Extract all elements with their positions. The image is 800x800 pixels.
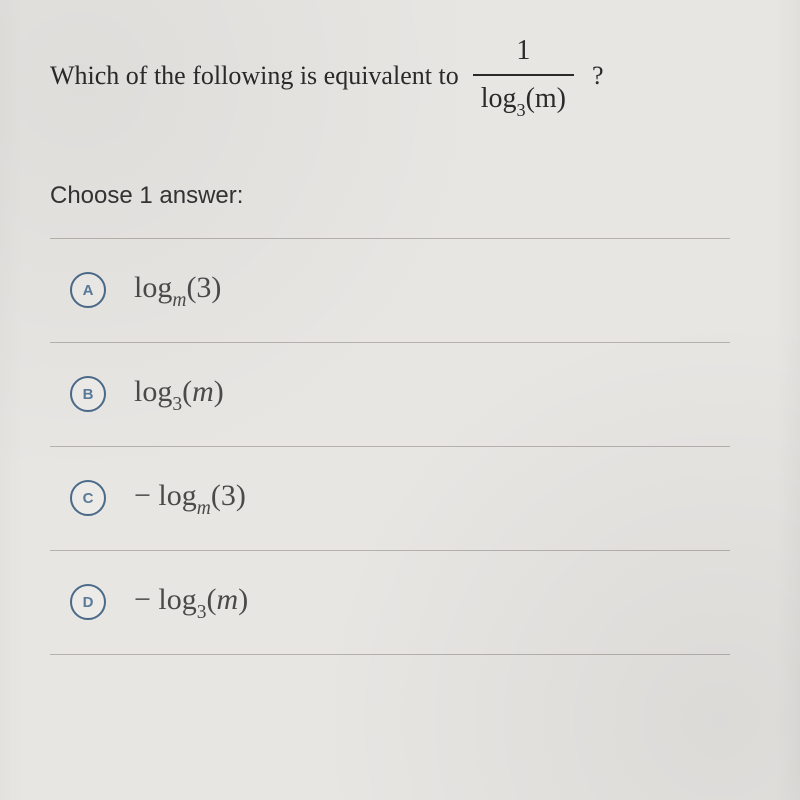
radio-d[interactable]: D [70,584,106,620]
radio-b[interactable]: B [70,376,106,412]
option-b[interactable]: B log3(m) [50,343,730,447]
radio-c[interactable]: C [70,480,106,516]
fraction-numerator: 1 [504,30,542,74]
question-suffix: ? [592,56,604,95]
question-prefix: Which of the following is equivalent to [50,56,459,95]
option-d-expression: − log3(m) [134,583,248,622]
choose-instruction: Choose 1 answer: [50,182,730,210]
fraction-denominator: log3(m) [473,74,574,122]
option-d[interactable]: D − log3(m) [50,551,730,655]
options-list: A logm(3) B log3(m) C − logm(3) D − log3… [50,238,730,655]
option-c[interactable]: C − logm(3) [50,447,730,551]
question-stem: Which of the following is equivalent to … [50,30,730,122]
option-c-expression: − logm(3) [134,479,246,518]
option-a[interactable]: A logm(3) [50,239,730,343]
radio-a[interactable]: A [70,272,106,308]
option-b-expression: log3(m) [134,375,224,414]
question-fraction: 1 log3(m) [473,30,574,122]
option-a-expression: logm(3) [134,271,221,310]
